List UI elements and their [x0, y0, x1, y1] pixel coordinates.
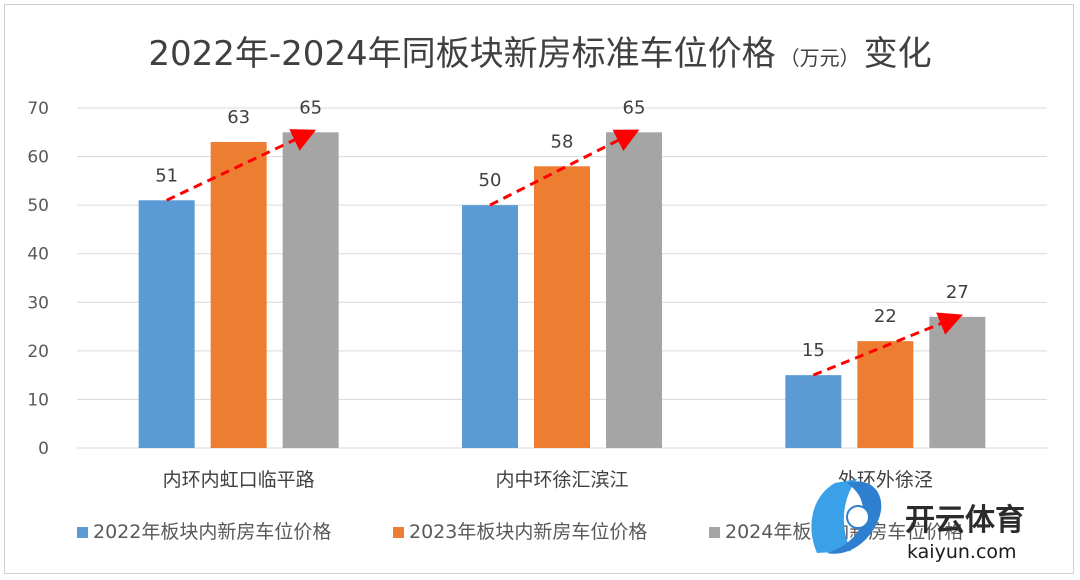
trend-arrow — [489, 129, 640, 207]
bar — [282, 132, 339, 448]
chart-title: 2022年-2024年同板块新房标准车位价格 （万元） 变化 — [148, 34, 931, 74]
data-label: 15 — [802, 340, 825, 361]
data-label: 58 — [551, 131, 574, 152]
data-label: 27 — [946, 282, 969, 303]
y-tick-label: 10 — [27, 390, 49, 410]
x-category-label: 内中环徐汇滨江 — [495, 469, 628, 491]
legend-swatch — [393, 527, 404, 538]
trend-arrows — [166, 129, 963, 377]
data-labels: 51 63 65 50 58 65 15 22 27 — [155, 97, 969, 361]
data-label: 51 — [155, 165, 178, 186]
legend-swatch — [709, 527, 720, 538]
bar-chart: 2022年-2024年同板块新房标准车位价格 （万元） 变化 0 10 20 30 40 50… — [27, 34, 1047, 563]
bar — [785, 375, 842, 448]
trend-arrow — [812, 312, 963, 377]
y-tick-label: 40 — [27, 245, 49, 265]
bar — [210, 142, 267, 448]
x-axis: 内环内虹口临平路 内中环徐汇滨江 外环外徐泾 — [163, 469, 933, 491]
y-tick-label: 60 — [27, 148, 49, 168]
watermark-title: 开云体育 — [905, 503, 1025, 538]
y-tick-label: 30 — [27, 293, 49, 313]
data-label: 50 — [479, 170, 502, 191]
bar — [606, 132, 662, 448]
bar — [857, 341, 914, 448]
x-category-label: 内环内虹口临平路 — [163, 469, 315, 491]
legend-swatch — [77, 527, 88, 538]
watermark-logo-icon — [811, 479, 882, 554]
trend-arrow — [166, 129, 317, 202]
watermark: 开云体育 kaiyun.com — [811, 479, 1025, 563]
bars — [138, 132, 986, 449]
watermark-sub: kaiyun.com — [907, 541, 1017, 563]
y-tick-label: 0 — [38, 439, 49, 459]
bar — [929, 316, 986, 448]
y-tick-label: 20 — [27, 342, 49, 362]
data-label: 22 — [874, 306, 897, 327]
y-tick-label: 70 — [27, 99, 49, 119]
data-label: 65 — [299, 97, 322, 118]
data-label: 63 — [227, 107, 250, 128]
bar — [138, 200, 195, 448]
chart-frame: 2022年-2024年同板块新房标准车位价格 （万元） 变化 0 10 20 30 40 50… — [4, 4, 1074, 574]
bar — [534, 166, 590, 449]
bar — [462, 205, 518, 448]
y-axis: 0 10 20 30 40 50 60 70 — [27, 99, 49, 459]
data-label: 65 — [623, 97, 646, 118]
legend-label: 2023年板块内新房车位价格 — [409, 521, 647, 543]
y-tick-label: 50 — [27, 196, 49, 216]
legend-label: 2022年板块内新房车位价格 — [93, 521, 331, 543]
